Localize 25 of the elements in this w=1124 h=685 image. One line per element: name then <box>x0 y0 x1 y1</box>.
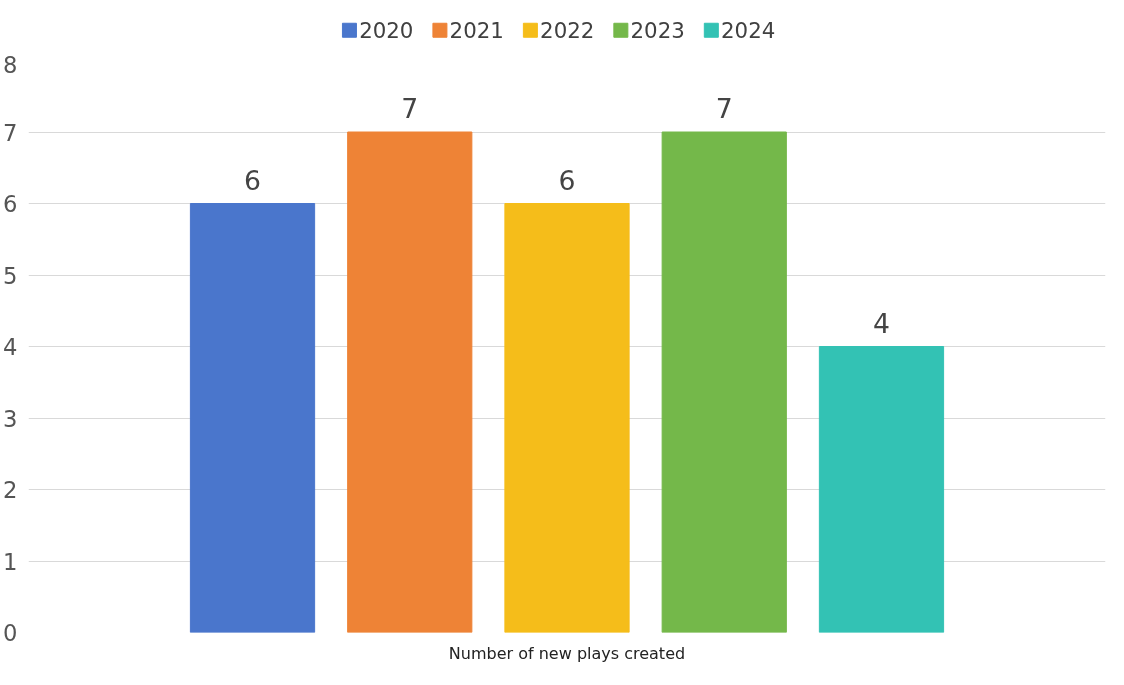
y-tick-label: 4 <box>3 334 18 360</box>
data-label: 7 <box>715 93 733 124</box>
data-label: 4 <box>873 307 890 339</box>
y-tick-label: 0 <box>3 620 18 646</box>
bar <box>818 346 945 633</box>
legend-label: 2021 <box>449 18 504 44</box>
legend-label: 2022 <box>540 18 595 44</box>
bar <box>347 131 473 633</box>
bar <box>504 203 630 633</box>
y-tick-label: 7 <box>3 119 18 146</box>
y-tick-label: 6 <box>3 191 18 217</box>
legend-label: 2023 <box>630 18 685 44</box>
legend-label: 2020 <box>359 18 414 44</box>
data-label: 7 <box>401 93 419 124</box>
data-label: 6 <box>244 164 262 196</box>
y-tick-label: 1 <box>3 548 18 575</box>
y-tick-label: 3 <box>3 405 18 432</box>
legend-label: 2024 <box>721 18 776 44</box>
data-label: 6 <box>558 164 576 196</box>
y-tick-label: 5 <box>3 262 18 289</box>
y-tick-label: 8 <box>3 51 18 78</box>
x-tick-label: Number of new plays created <box>448 643 686 663</box>
bar <box>661 131 787 633</box>
y-tick-label: 2 <box>3 477 18 503</box>
bar <box>189 203 316 633</box>
